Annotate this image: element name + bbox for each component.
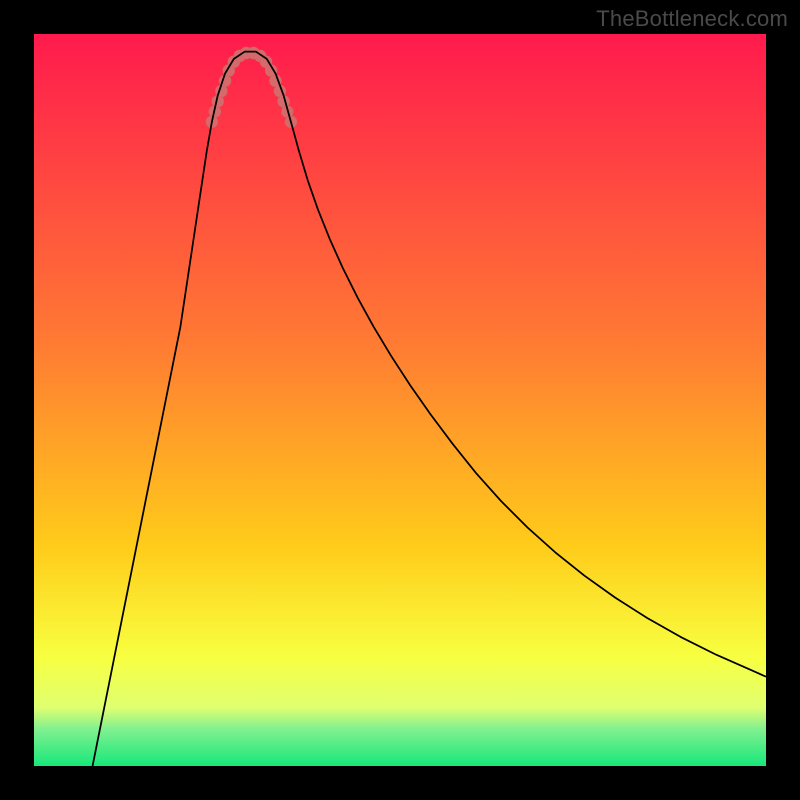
marker-group xyxy=(206,47,297,128)
watermark-text: TheBottleneck.com xyxy=(596,6,788,32)
bottleneck-curve xyxy=(93,52,766,766)
chart-svg xyxy=(34,34,766,766)
chart-plot-area xyxy=(34,34,766,766)
